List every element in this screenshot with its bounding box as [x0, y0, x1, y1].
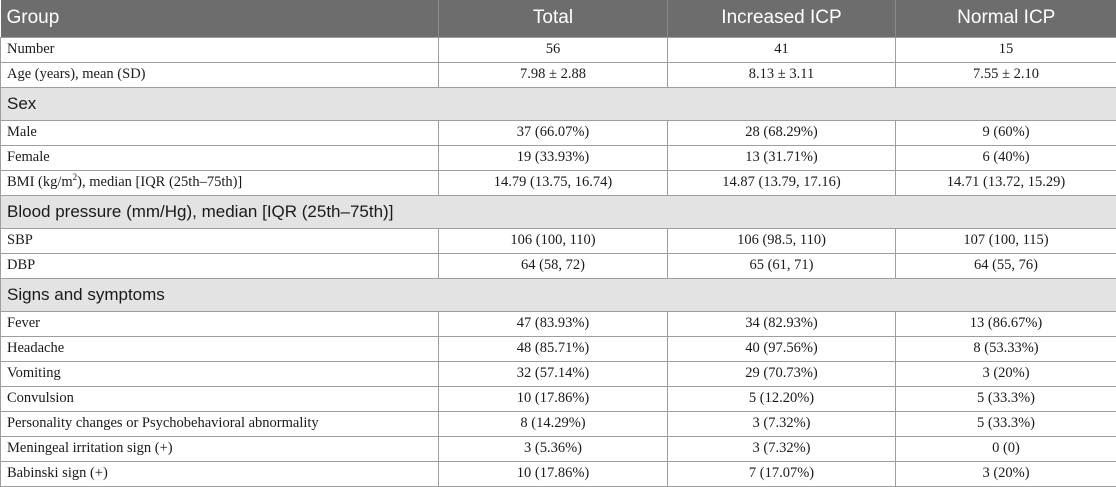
cell-increased-icp: 29 (70.73%) — [668, 361, 896, 386]
table-header-row: Group Total Increased ICP Normal ICP — [1, 0, 1116, 37]
cell-normal-icp: 3 (20%) — [896, 461, 1116, 486]
cell-increased-icp: 5 (12.20%) — [668, 386, 896, 411]
cell-group: DBP — [1, 253, 439, 278]
cell-increased-icp: 40 (97.56%) — [668, 336, 896, 361]
section-signs-symptoms: Signs and symptoms — [1, 278, 1116, 311]
cell-increased-icp: 28 (68.29%) — [668, 120, 896, 145]
cell-normal-icp: 0 (0) — [896, 436, 1116, 461]
cell-normal-icp: 6 (40%) — [896, 145, 1116, 170]
header-normal-icp: Normal ICP — [896, 0, 1116, 37]
cell-total: 7.98 ± 2.88 — [439, 62, 668, 87]
cell-increased-icp: 3 (7.32%) — [668, 436, 896, 461]
cell-normal-icp: 5 (33.3%) — [896, 411, 1116, 436]
section-label: Sex — [1, 87, 1116, 120]
cell-total: 3 (5.36%) — [439, 436, 668, 461]
row-personality-changes: Personality changes or Psychobehavioral … — [1, 411, 1116, 436]
section-label: Blood pressure (mm/Hg), median [IQR (25t… — [1, 195, 1116, 228]
cell-total: 37 (66.07%) — [439, 120, 668, 145]
cell-total: 19 (33.93%) — [439, 145, 668, 170]
cell-group: Fever — [1, 311, 439, 336]
cell-normal-icp: 3 (20%) — [896, 361, 1116, 386]
cell-normal-icp: 107 (100, 115) — [896, 228, 1116, 253]
section-blood-pressure: Blood pressure (mm/Hg), median [IQR (25t… — [1, 195, 1116, 228]
cell-group: Personality changes or Psychobehavioral … — [1, 411, 439, 436]
cell-normal-icp: 14.71 (13.72, 15.29) — [896, 170, 1116, 195]
section-label: Signs and symptoms — [1, 278, 1116, 311]
cell-total: 47 (83.93%) — [439, 311, 668, 336]
cell-normal-icp: 5 (33.3%) — [896, 386, 1116, 411]
header-total: Total — [439, 0, 668, 37]
cell-increased-icp: 65 (61, 71) — [668, 253, 896, 278]
cell-normal-icp: 8 (53.33%) — [896, 336, 1116, 361]
cell-total: 10 (17.86%) — [439, 386, 668, 411]
header-increased-icp: Increased ICP — [668, 0, 896, 37]
cell-group: SBP — [1, 228, 439, 253]
cell-total: 48 (85.71%) — [439, 336, 668, 361]
cell-increased-icp: 13 (31.71%) — [668, 145, 896, 170]
row-babinski: Babinski sign (+)10 (17.86%)7 (17.07%)3 … — [1, 461, 1116, 486]
cell-total: 32 (57.14%) — [439, 361, 668, 386]
cell-increased-icp: 7 (17.07%) — [668, 461, 896, 486]
label-text: BMI (kg/m — [7, 174, 73, 190]
row-meningeal-irritation: Meningeal irritation sign (+)3 (5.36%)3 … — [1, 436, 1116, 461]
cell-group: Headache — [1, 336, 439, 361]
cell-total: 14.79 (13.75, 16.74) — [439, 170, 668, 195]
cell-total: 64 (58, 72) — [439, 253, 668, 278]
cell-normal-icp: 13 (86.67%) — [896, 311, 1116, 336]
cell-normal-icp: 9 (60%) — [896, 120, 1116, 145]
cell-normal-icp: 7.55 ± 2.10 — [896, 62, 1116, 87]
cell-group: Vomiting — [1, 361, 439, 386]
header-group: Group — [1, 0, 439, 37]
cell-normal-icp: 15 — [896, 37, 1116, 62]
cell-increased-icp: 106 (98.5, 110) — [668, 228, 896, 253]
cell-group: Male — [1, 120, 439, 145]
cell-total: 10 (17.86%) — [439, 461, 668, 486]
cell-total: 106 (100, 110) — [439, 228, 668, 253]
cell-increased-icp: 3 (7.32%) — [668, 411, 896, 436]
cell-group: Babinski sign (+) — [1, 461, 439, 486]
cell-increased-icp: 34 (82.93%) — [668, 311, 896, 336]
label-text-suffix: ), median [IQR (25th–75th)] — [77, 174, 242, 190]
cell-normal-icp: 64 (55, 76) — [896, 253, 1116, 278]
row-bmi: BMI (kg/m2), median [IQR (25th–75th)]14.… — [1, 170, 1116, 195]
cell-group: Female — [1, 145, 439, 170]
cell-increased-icp: 8.13 ± 3.11 — [668, 62, 896, 87]
cell-group: BMI (kg/m2), median [IQR (25th–75th)] — [1, 170, 439, 195]
cell-group: Meningeal irritation sign (+) — [1, 436, 439, 461]
cell-group: Convulsion — [1, 386, 439, 411]
cell-group: Age (years), mean (SD) — [1, 62, 439, 87]
cell-total: 8 (14.29%) — [439, 411, 668, 436]
cell-total: 56 — [439, 37, 668, 62]
cell-increased-icp: 41 — [668, 37, 896, 62]
cell-increased-icp: 14.87 (13.79, 17.16) — [668, 170, 896, 195]
cell-group: Number — [1, 37, 439, 62]
section-sex: Sex — [1, 87, 1116, 120]
